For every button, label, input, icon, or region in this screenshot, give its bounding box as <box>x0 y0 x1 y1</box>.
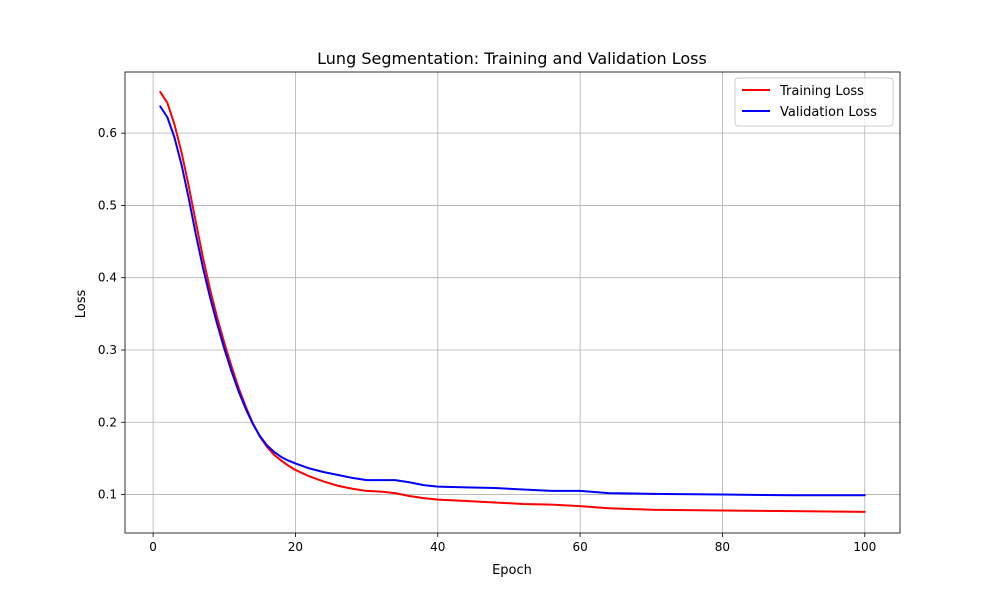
y-tick-label: 0.5 <box>98 198 117 212</box>
y-axis-label: Loss <box>74 290 89 319</box>
series-lines <box>159 90 866 513</box>
x-tick-label: 40 <box>430 540 445 554</box>
y-tick-label: 0.1 <box>98 488 117 502</box>
validation-loss-line <box>159 105 866 497</box>
legend-label-validation: Validation Loss <box>780 105 877 120</box>
chart-title: Lung Segmentation: Training and Validati… <box>317 49 707 68</box>
y-tick-label: 0.4 <box>98 271 117 285</box>
y-tick-label: 0.2 <box>98 415 117 429</box>
x-tick-label: 0 <box>149 540 157 554</box>
plot-area: 0 20 40 60 80 100 0.1 0.2 0.3 0.4 0.5 0.6 <box>98 71 901 554</box>
x-tick-label: 20 <box>288 540 303 554</box>
legend-box <box>734 77 894 127</box>
y-tick-label: 0.3 <box>98 343 117 357</box>
legend: Training Loss Validation Loss <box>734 77 894 127</box>
x-tick-label: 60 <box>572 540 587 554</box>
training-loss-line <box>159 90 866 513</box>
x-axis-label: Epoch <box>492 563 532 578</box>
x-tick-label: 80 <box>715 540 730 554</box>
axis-ticks: 0 20 40 60 80 100 0.1 0.2 0.3 0.4 0.5 0.6 <box>98 126 876 554</box>
y-tick-label: 0.6 <box>98 126 117 140</box>
plot-frame <box>124 71 901 534</box>
x-tick-label: 100 <box>853 540 876 554</box>
legend-label-training: Training Loss <box>779 84 864 99</box>
